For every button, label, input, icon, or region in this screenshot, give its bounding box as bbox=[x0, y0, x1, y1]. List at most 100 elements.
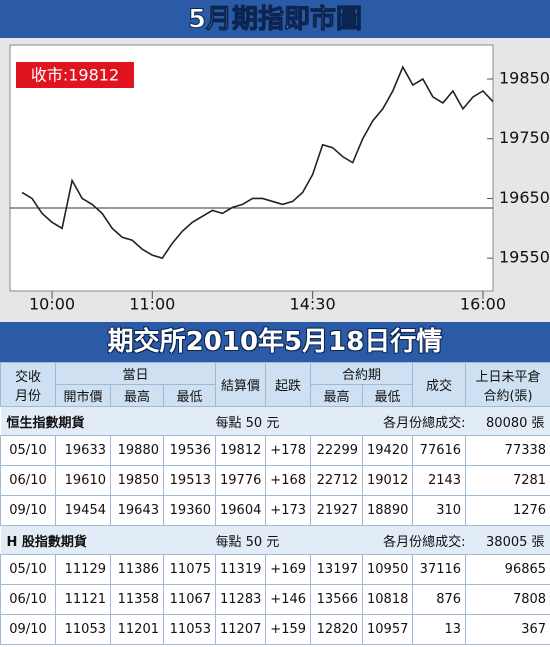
cell: 18890 bbox=[362, 495, 414, 526]
cell: 11129 bbox=[55, 554, 111, 585]
cell: 19420 bbox=[362, 435, 414, 466]
table-row: H 股指數期貨 每點 50 元各月份總成交: 38005 張 bbox=[0, 525, 550, 555]
header-cell: 最高 bbox=[110, 384, 164, 407]
cell: 11121 bbox=[55, 584, 111, 615]
cell: 11075 bbox=[162, 554, 217, 585]
header-cell: 合約期 bbox=[310, 362, 414, 385]
header-line: 交收 bbox=[14, 369, 41, 385]
header-line: 月份 bbox=[14, 388, 41, 404]
section-total: 80080 張 bbox=[465, 406, 550, 436]
cell: 05/10 bbox=[0, 435, 56, 466]
cell: 13 bbox=[412, 614, 467, 645]
header-cell: 上日未平倉合約(張) bbox=[465, 362, 550, 407]
cell: 19643 bbox=[110, 495, 164, 526]
cell: 09/10 bbox=[0, 495, 56, 526]
cell: 19850 bbox=[110, 465, 164, 496]
cell: 77616 bbox=[412, 435, 467, 466]
cell: 11053 bbox=[55, 614, 111, 645]
cell: 21927 bbox=[310, 495, 364, 526]
cell: +173 bbox=[265, 495, 312, 526]
cell: 19604 bbox=[215, 495, 267, 526]
section-name: 恒生指數期貨 bbox=[0, 406, 216, 436]
cell: 19633 bbox=[55, 435, 111, 466]
cell: 05/10 bbox=[0, 554, 56, 585]
title-banner bbox=[0, 0, 550, 38]
cell: 11067 bbox=[162, 584, 217, 615]
chart-title: 5月期指即市圖 bbox=[188, 4, 362, 35]
cell: 06/10 bbox=[0, 584, 56, 615]
cell: 310 bbox=[412, 495, 467, 526]
table-row: 開市價 最高 最低 最高 最低 bbox=[1, 384, 550, 407]
chart: 5月期指即市圖 收市:19812 19550 19650 19750 19850 10:… bbox=[0, 0, 550, 322]
section-total-label: 各月份總成交: bbox=[310, 525, 466, 555]
y-tick-label: 19650 bbox=[499, 188, 550, 207]
header-cell: 最低 bbox=[362, 384, 414, 407]
cell: 19454 bbox=[55, 495, 111, 526]
table-title: 期交所2010年5月18日行情 bbox=[0, 322, 550, 362]
cell: 11319 bbox=[215, 554, 267, 585]
header-cell: 交收 月份 bbox=[0, 362, 56, 407]
cell: 11201 bbox=[110, 614, 164, 645]
cell: 19536 bbox=[162, 435, 217, 466]
table-row: 交收月份 當日 結算價 起跌 合約期 成交 上日未平倉合約(張) bbox=[0, 362, 550, 407]
header-cell: 開市價 bbox=[55, 384, 111, 407]
close-label-box bbox=[16, 62, 134, 88]
table-row: 06/10 19610 19850 19513 19776 +168 22712 19012 2… bbox=[0, 465, 550, 496]
header-cell: 結算價 bbox=[215, 362, 267, 407]
cell: 06/10 bbox=[0, 465, 56, 496]
cell: 37116 bbox=[412, 554, 467, 585]
table-row: 09/10 11053 11201 11053 11207 +159 12820 10957 1… bbox=[0, 614, 550, 645]
cell: 22299 bbox=[310, 435, 364, 466]
cell: 10950 bbox=[362, 554, 414, 585]
cell: 12820 bbox=[310, 614, 364, 645]
cell: 19880 bbox=[110, 435, 164, 466]
cell: 09/10 bbox=[0, 614, 56, 645]
cell: 22712 bbox=[310, 465, 364, 496]
cell: 19812 bbox=[215, 435, 267, 466]
table-row: 05/10 11129 11386 11075 11319 +169 13197 10950 3… bbox=[0, 554, 550, 585]
header-cell: 當日 bbox=[54, 362, 217, 385]
header-cell: 最低 bbox=[162, 384, 217, 407]
header-cell: 最高 bbox=[310, 384, 364, 407]
close-label: 收市:19812 bbox=[31, 66, 119, 85]
x-tick-label: 10:00 bbox=[29, 295, 75, 314]
cell: 11207 bbox=[215, 614, 267, 645]
price-line bbox=[21, 65, 494, 260]
cell: 19610 bbox=[55, 465, 111, 496]
cell: 7808 bbox=[465, 584, 550, 615]
cell: 11053 bbox=[162, 614, 217, 645]
cell: 2143 bbox=[412, 465, 467, 496]
section-unit: 每點 50 元 bbox=[215, 525, 311, 555]
y-tick-label: 19850 bbox=[499, 69, 550, 88]
cell: 10957 bbox=[362, 614, 414, 645]
header-cell: 起跌 bbox=[265, 362, 312, 407]
y-tick-label: 19550 bbox=[499, 248, 550, 267]
cell: 11283 bbox=[215, 584, 267, 615]
cell: +159 bbox=[265, 614, 312, 645]
cell: 19513 bbox=[162, 465, 217, 496]
section-name: H 股指數期貨 bbox=[0, 525, 216, 555]
cell: 77338 bbox=[465, 435, 550, 466]
cell: +168 bbox=[265, 465, 312, 496]
cell: +178 bbox=[265, 435, 312, 466]
cell: +146 bbox=[265, 584, 312, 615]
header-line: 合約(張) bbox=[483, 388, 533, 404]
cell: 19360 bbox=[162, 495, 217, 526]
table-row: 恒生指數期貨 每點 50 元各月份總成交: 80080 張 bbox=[0, 406, 550, 436]
cell: 13197 bbox=[310, 554, 364, 585]
x-tick-label: 11:00 bbox=[129, 295, 175, 314]
table-row: 05/10 19633 19880 19536 19812 +178 22299 19420 7… bbox=[0, 435, 550, 466]
header-line: 上日未平倉 bbox=[475, 369, 541, 385]
cell: +169 bbox=[265, 554, 312, 585]
x-tick-label: 16:00 bbox=[460, 295, 506, 314]
y-tick-label: 19750 bbox=[499, 128, 550, 147]
cell: 19776 bbox=[215, 465, 267, 496]
header-cell: 成交 bbox=[412, 362, 467, 407]
section-total: 38005 張 bbox=[465, 525, 550, 555]
cell: 19012 bbox=[362, 465, 414, 496]
section-unit: 每點 50 元 bbox=[215, 406, 311, 436]
cell: 1276 bbox=[465, 495, 550, 526]
section-total-label: 各月份總成交: bbox=[310, 406, 466, 436]
cell: 10818 bbox=[362, 584, 414, 615]
